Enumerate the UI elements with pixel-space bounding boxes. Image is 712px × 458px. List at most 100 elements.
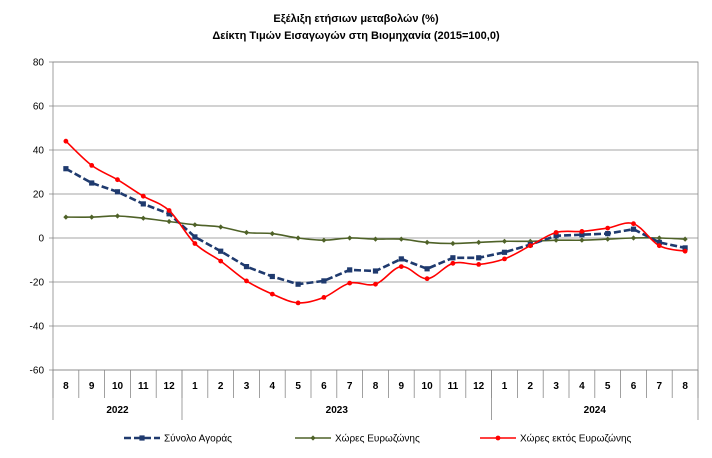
data-point	[243, 264, 250, 270]
x-tick-label: 9	[399, 381, 405, 392]
data-point	[166, 218, 172, 225]
x-tick-label: 8	[63, 381, 69, 392]
data-point	[192, 234, 198, 240]
data-point	[140, 201, 146, 207]
gridlines	[52, 61, 699, 371]
year-label: 2022	[106, 405, 129, 416]
data-point	[243, 229, 250, 236]
data-point	[398, 256, 404, 262]
data-point	[295, 235, 301, 241]
data-point	[424, 276, 430, 282]
x-tick-label: 6	[631, 381, 637, 392]
y-tick-label: 40	[33, 146, 45, 157]
data-point	[605, 231, 611, 237]
y-tick-label: 0	[38, 234, 44, 245]
x-tick-label: 1	[192, 381, 198, 392]
x-tick-label: 9	[89, 381, 95, 392]
plot-area	[52, 61, 699, 371]
data-point	[295, 300, 301, 306]
data-point	[373, 281, 378, 287]
data-point	[269, 273, 275, 280]
y-tick-label: 20	[33, 190, 45, 201]
legend-label: Σύνολο Αγοράς	[164, 433, 232, 445]
data-point	[398, 264, 404, 269]
year-label: 2024	[584, 405, 607, 416]
year-label: 2023	[326, 405, 349, 416]
series-2	[63, 138, 688, 306]
data-point	[605, 225, 611, 231]
chart-subtitle: Δείκτη Τιμών Εισαγωγών στη Βιομηχανία (2…	[212, 30, 500, 42]
data-point	[321, 295, 327, 300]
x-tick-label: 7	[657, 381, 663, 392]
data-point	[682, 245, 688, 251]
series-line	[65, 167, 686, 286]
legend-label: Χώρες Ευρωζώνης	[335, 433, 420, 445]
y-tick-label: -60	[30, 366, 45, 377]
x-tick-label: 3	[553, 381, 559, 392]
legend-item-1: Χώρες Ευρωζώνης	[295, 433, 420, 445]
y-tick-label: -40	[30, 322, 45, 333]
data-point	[89, 214, 95, 220]
data-point	[372, 236, 379, 242]
data-point	[476, 255, 482, 261]
x-tick-label: 5	[295, 381, 301, 392]
data-point	[192, 222, 198, 228]
series-1	[63, 213, 688, 247]
legend: Σύνολο Αγοράς Χώρες Ευρωζώνης Χώρες εκτός …	[124, 433, 632, 445]
data-point	[579, 232, 585, 238]
data-point	[553, 237, 559, 243]
x-tick-label: 12	[164, 381, 176, 392]
x-tick-label: 2	[218, 381, 224, 392]
data-point	[89, 180, 95, 186]
x-tick-label: 12	[473, 381, 485, 392]
data-point	[63, 166, 69, 172]
data-point	[218, 248, 224, 254]
data-point	[218, 258, 224, 264]
legend-swatch-marker	[139, 435, 145, 441]
data-point	[347, 267, 353, 273]
data-point	[63, 138, 69, 144]
data-point	[114, 189, 121, 195]
data-point	[553, 230, 559, 235]
data-point	[553, 233, 559, 239]
data-point	[424, 266, 430, 272]
data-point	[115, 177, 120, 183]
x-tick-label: 10	[422, 381, 434, 392]
data-point	[656, 239, 662, 245]
data-point	[450, 240, 456, 247]
data-point	[140, 193, 146, 199]
y-tick-label: 60	[33, 102, 45, 113]
x-tick-label: 11	[138, 381, 149, 392]
data-point	[579, 237, 585, 243]
data-point	[502, 256, 507, 262]
series-layer	[63, 138, 688, 306]
chart-title: Εξέλιξη ετήσιων μεταβολών (%)	[273, 13, 439, 25]
x-tick-label: 4	[579, 381, 585, 392]
x-tick-label: 11	[448, 381, 459, 392]
legend-label: Χώρες εκτός Ευρωζώνης	[520, 433, 632, 445]
data-point	[630, 235, 637, 241]
data-point	[321, 237, 327, 243]
data-point	[450, 260, 456, 266]
y-tick-label: -20	[30, 278, 45, 289]
y-tick-label: 80	[33, 58, 45, 69]
x-tick-label: 10	[112, 381, 124, 392]
data-point	[347, 280, 353, 286]
data-point	[605, 236, 611, 242]
x-tick-label: 8	[373, 381, 379, 392]
legend-swatch-marker	[310, 435, 316, 441]
data-point	[501, 249, 508, 255]
data-point	[527, 243, 533, 249]
x-tick-label: 4	[270, 381, 276, 392]
data-point	[218, 224, 224, 230]
data-point	[398, 236, 404, 242]
data-point	[682, 248, 688, 254]
data-point	[140, 215, 146, 221]
data-point	[476, 239, 482, 245]
data-point	[244, 278, 249, 284]
series-0	[63, 166, 688, 287]
data-point	[269, 291, 275, 297]
x-tick-label: 5	[605, 381, 611, 392]
x-tick-label: 1	[502, 381, 508, 392]
